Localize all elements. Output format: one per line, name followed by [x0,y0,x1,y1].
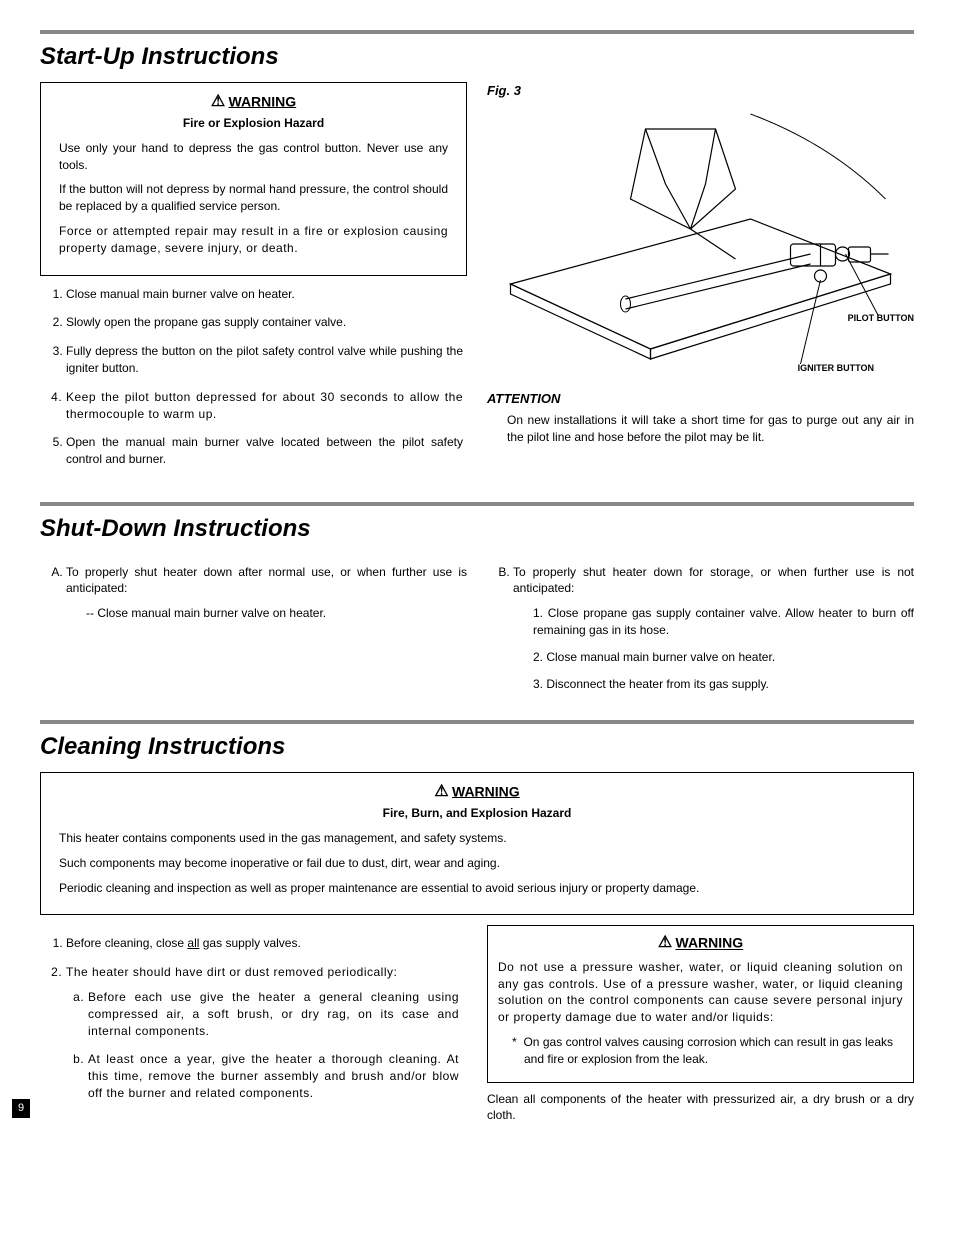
shutdown-b-step-text: Close propane gas supply container valve… [533,606,914,637]
attention-body: On new installations it will take a shor… [507,412,914,446]
cleaning-warning-main: ⚠ WARNING Fire, Burn, and Explosion Haza… [40,772,914,916]
warning-subtitle: Fire, Burn, and Explosion Hazard [53,805,901,822]
warning-label: WARNING [229,93,297,109]
step-item: Close manual main burner valve on heater… [66,286,467,303]
text: On gas control valves causing corrosion … [523,1035,893,1066]
warning-para: Periodic cleaning and inspection as well… [59,880,895,897]
section-rule [40,502,914,506]
warning-label: WARNING [676,935,744,951]
shutdown-a-dash: -- Close manual main burner valve on hea… [86,605,467,622]
warning-star-item: * On gas control valves causing corrosio… [524,1034,893,1068]
warning-label: WARNING [452,783,520,799]
figure-label: Fig. 3 [487,82,914,100]
step-item: Keep the pilot button depressed for abou… [66,389,467,423]
cleaning-tail: Clean all components of the heater with … [487,1091,914,1125]
shutdown-b-step-text: Close manual main burner valve on heater… [546,650,775,664]
step-item: Fully depress the button on the pilot sa… [66,343,467,377]
cleaning-step-1: Before cleaning, close all gas supply va… [66,935,467,952]
cleaning-right-col: ⚠ WARNING Do not use a pressure washer, … [487,925,914,1124]
text-underline: all [187,936,199,950]
attention-label: ATTENTION [487,390,914,408]
section-rule [40,30,914,34]
figure-annotation-pilot: PILOT BUTTON [848,312,914,325]
figure-svg [487,104,914,384]
shutdown-b-step: 2. Close manual main burner valve on hea… [533,649,914,666]
shutdown-b-step: 1. Close propane gas supply container va… [533,605,914,639]
cleaning-step-2: The heater should have dirt or dust remo… [66,964,467,1102]
startup-left-col: ⚠ WARNING Fire or Explosion Hazard Use o… [40,82,467,480]
shutdown-left-col: To properly shut heater down after norma… [40,554,467,703]
text: gas supply valves. [199,936,300,950]
cleaning-substep-last: At least once a year, give the heater a … [88,1051,463,1101]
warning-para: This heater contains components used in … [59,830,895,847]
shutdown-item-a: To properly shut heater down after norma… [66,564,467,622]
warning-para: Force or attempted repair may result in … [59,223,448,257]
warning-icon: ⚠ [211,93,225,110]
text: Before cleaning, close [66,936,187,950]
warning-icon: ⚠ [434,783,448,800]
startup-right-col: Fig. 3 [487,82,914,480]
shutdown-item-b: To properly shut heater down for storage… [513,564,914,693]
warning-para: If the button will not depress by normal… [59,181,448,215]
cleaning-title: Cleaning Instructions [40,730,914,764]
warning-para: Such components may become inoperative o… [59,855,895,872]
shutdown-b-step-text: Disconnect the heater from its gas suppl… [546,677,769,691]
cleaning-substep: Before each use give the heater a genera… [88,989,463,1039]
warning-icon: ⚠ [658,934,672,951]
text: The heater should have dirt or dust remo… [66,965,397,979]
figure-3: PILOT BUTTON IGNITER BUTTON [487,104,914,384]
startup-title: Start-Up Instructions [40,40,914,74]
shutdown-b-step: 3. Disconnect the heater from its gas su… [533,676,914,693]
shutdown-a-intro: To properly shut heater down after norma… [66,565,467,596]
step-item: Open the manual main burner valve locate… [66,434,467,468]
cleaning-warning-secondary: ⚠ WARNING Do not use a pressure washer, … [487,925,914,1082]
startup-warning-box: ⚠ WARNING Fire or Explosion Hazard Use o… [40,82,467,276]
startup-steps: Close manual main burner valve on heater… [66,286,467,468]
warning-body: Do not use a pressure washer, water, or … [498,959,903,1026]
warning-subtitle: Fire or Explosion Hazard [53,115,454,132]
shutdown-title: Shut-Down Instructions [40,512,914,546]
shutdown-right-col: To properly shut heater down for storage… [487,554,914,703]
shutdown-b-intro: To properly shut heater down for storage… [513,565,914,596]
text: At least once a year, give the heater a … [88,1052,459,1100]
step-item: Slowly open the propane gas supply conta… [66,314,467,331]
page-number: 9 [12,1099,30,1118]
section-rule [40,720,914,724]
figure-annotation-igniter: IGNITER BUTTON [798,362,874,375]
warning-para: Use only your hand to depress the gas co… [59,140,448,174]
cleaning-left-col: Before cleaning, close all gas supply va… [40,925,467,1124]
